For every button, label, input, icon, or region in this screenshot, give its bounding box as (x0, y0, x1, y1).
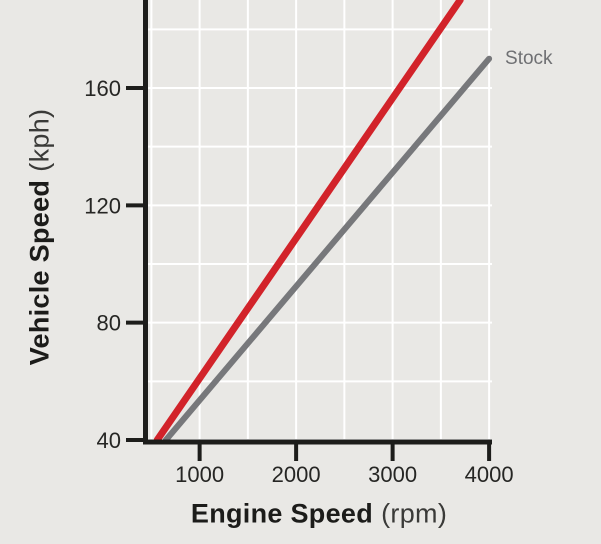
y-tick-label: 40 (97, 428, 121, 453)
y-tick-label: 80 (97, 311, 121, 336)
red-series-line (153, 0, 464, 444)
x-axis-title-text: Engine Speed (190, 498, 374, 529)
x-tick-label: 3000 (368, 462, 417, 487)
x-tick-label: 4000 (465, 462, 514, 487)
stock-series-line (162, 55, 493, 443)
y-tick-label: 120 (84, 193, 121, 218)
y-axis-title-text: Vehicle Speed (24, 179, 55, 366)
x-axis-title: Engine Speed (rpm) (191, 499, 447, 530)
x-tick-label: 1000 (175, 462, 224, 487)
x-axis-title-unit: (rpm) (381, 498, 448, 529)
y-axis-title-unit: (kph) (24, 108, 55, 172)
y-tick-label: 160 (84, 76, 121, 101)
y-axis-title: Vehicle Speed (kph) (25, 109, 56, 366)
stock-label: Stock (505, 48, 553, 69)
x-tick-label: 2000 (272, 462, 321, 487)
